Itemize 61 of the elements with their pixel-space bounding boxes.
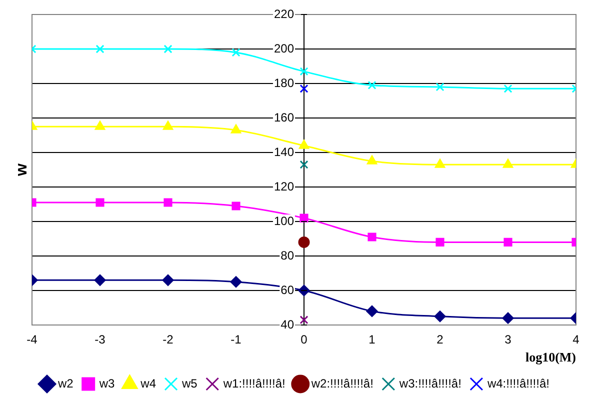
legend-label: w3:!!!!â!!!!â! (398, 376, 462, 390)
point (298, 140, 310, 149)
y-tick-label: 100 (274, 214, 294, 228)
point (298, 236, 310, 248)
point (300, 84, 308, 93)
point (504, 238, 512, 246)
y-tick-label: 200 (274, 41, 294, 56)
y-tick-label: 180 (274, 76, 294, 90)
point (436, 82, 444, 92)
point (94, 274, 106, 286)
point (366, 305, 378, 317)
y-tick-label: 40 (280, 317, 294, 332)
y-tick-label: 140 (274, 144, 294, 159)
x-tick-label: 1 (368, 332, 376, 347)
x-axis-title: log10(M) (525, 350, 576, 365)
y-tick-label: 80 (280, 248, 294, 262)
point (368, 80, 376, 90)
x-tick-label: -1 (230, 332, 242, 347)
legend-label: w3 (98, 376, 116, 390)
legend-label: w2 (57, 376, 74, 390)
point (230, 276, 242, 288)
y-axis-title: w (13, 162, 30, 177)
point (96, 44, 104, 54)
point (230, 124, 242, 134)
y-tick-label: 60 (280, 282, 294, 297)
legend-label: w5 (181, 376, 198, 390)
x-tick-label: 0 (300, 332, 308, 347)
point (162, 274, 174, 286)
x-tick-label: -4 (26, 332, 38, 347)
legend-label: w1:!!!!â!!!!â! (222, 376, 286, 390)
x-tick-label: -2 (162, 332, 174, 347)
point (300, 160, 308, 169)
point (94, 120, 106, 130)
point (434, 158, 446, 168)
x-tick-label: 4 (572, 332, 580, 347)
point (164, 198, 172, 207)
point (300, 214, 308, 222)
point (502, 158, 514, 168)
point (232, 202, 240, 210)
point (436, 238, 444, 246)
point (164, 44, 172, 54)
x-tick-label: 2 (436, 332, 444, 347)
x-tick-label: 3 (504, 332, 512, 347)
point (232, 48, 240, 57)
point (298, 284, 310, 296)
point (300, 67, 308, 76)
y-tick-label: 120 (274, 179, 294, 194)
legend-label: w4 (140, 376, 156, 390)
point (162, 120, 174, 130)
y-tick-label: 220 (274, 6, 294, 21)
legend-label: w4:!!!!â!!!!â! (486, 376, 550, 390)
point (366, 155, 378, 164)
y-tick-label: 160 (274, 110, 294, 124)
point (300, 316, 308, 324)
point (504, 84, 512, 93)
legend-label: w2:!!!!â!!!!â! (310, 376, 374, 390)
point (368, 232, 376, 242)
x-tick-label: -3 (94, 332, 106, 347)
point (502, 312, 514, 324)
point (434, 310, 446, 322)
point (96, 198, 104, 207)
